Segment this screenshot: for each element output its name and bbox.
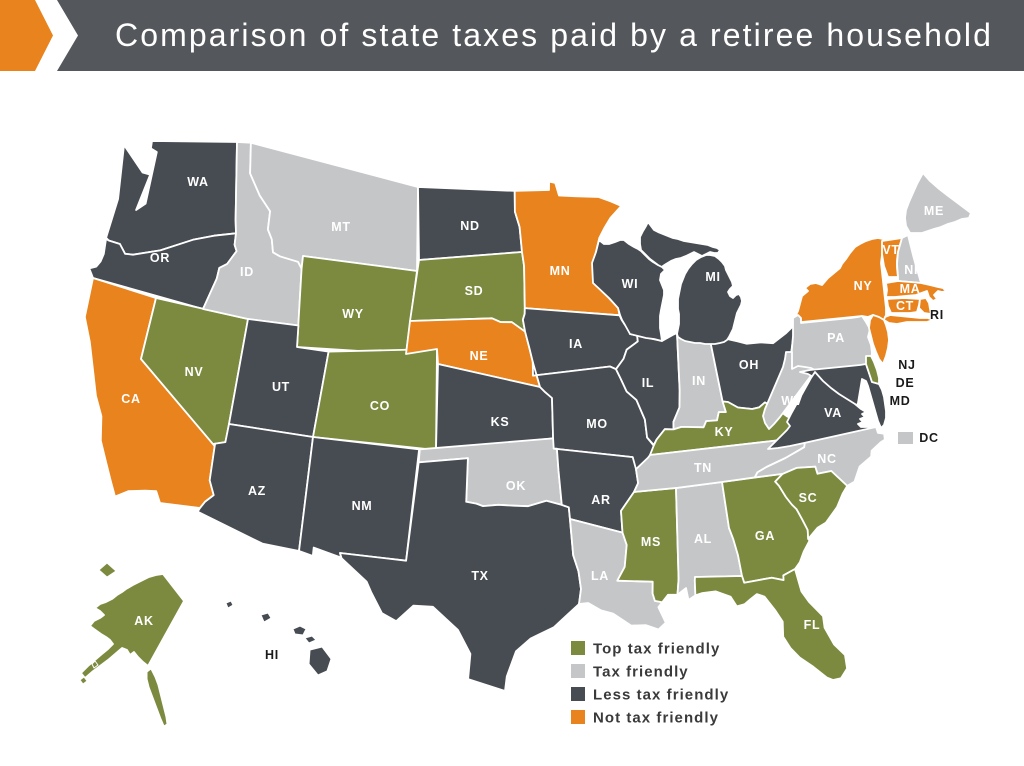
- svg-text:GA: GA: [755, 529, 775, 543]
- svg-text:KS: KS: [491, 415, 510, 429]
- svg-text:ND: ND: [460, 219, 479, 233]
- svg-text:MO: MO: [586, 417, 608, 431]
- svg-text:SD: SD: [465, 284, 484, 298]
- svg-text:AK: AK: [134, 614, 153, 628]
- svg-text:MA: MA: [900, 282, 921, 296]
- svg-text:OR: OR: [150, 251, 170, 265]
- svg-text:ID: ID: [240, 265, 254, 279]
- svg-text:MS: MS: [641, 535, 661, 549]
- svg-text:NC: NC: [817, 452, 836, 466]
- svg-text:DE: DE: [896, 376, 915, 390]
- svg-text:MD: MD: [890, 394, 911, 408]
- svg-text:RI: RI: [930, 308, 944, 322]
- svg-text:OK: OK: [506, 479, 526, 493]
- svg-text:NH: NH: [904, 263, 923, 277]
- svg-text:AR: AR: [591, 493, 610, 507]
- svg-text:TX: TX: [471, 569, 488, 583]
- svg-text:KY: KY: [715, 425, 734, 439]
- svg-text:NJ: NJ: [898, 358, 915, 372]
- svg-text:WY: WY: [342, 307, 364, 321]
- svg-text:NE: NE: [470, 349, 489, 363]
- svg-text:NY: NY: [854, 279, 873, 293]
- svg-text:OH: OH: [739, 358, 759, 372]
- svg-text:IA: IA: [569, 337, 583, 351]
- svg-text:Less tax friendly: Less tax friendly: [593, 687, 729, 704]
- svg-text:TN: TN: [694, 461, 712, 475]
- svg-text:Top tax friendly: Top tax friendly: [593, 641, 720, 658]
- svg-text:IN: IN: [692, 374, 706, 388]
- svg-text:MN: MN: [550, 264, 571, 278]
- svg-text:FL: FL: [804, 618, 821, 632]
- svg-text:Not tax friendly: Not tax friendly: [593, 710, 719, 727]
- svg-text:MI: MI: [705, 270, 720, 284]
- svg-text:SC: SC: [799, 491, 818, 505]
- svg-text:VT: VT: [882, 243, 899, 257]
- svg-text:PA: PA: [827, 331, 845, 345]
- svg-text:WV: WV: [781, 394, 803, 408]
- svg-text:VA: VA: [824, 406, 842, 420]
- svg-text:CT: CT: [896, 299, 914, 313]
- svg-text:CA: CA: [121, 392, 140, 406]
- svg-text:WA: WA: [187, 175, 209, 189]
- svg-text:WI: WI: [622, 277, 639, 291]
- svg-text:AL: AL: [694, 532, 712, 546]
- svg-text:DC: DC: [919, 431, 938, 445]
- svg-text:NV: NV: [185, 365, 204, 379]
- svg-text:LA: LA: [591, 569, 609, 583]
- svg-text:NM: NM: [352, 499, 373, 513]
- svg-text:UT: UT: [272, 380, 290, 394]
- svg-text:ME: ME: [924, 204, 944, 218]
- svg-text:CO: CO: [370, 399, 390, 413]
- svg-text:IL: IL: [642, 376, 655, 390]
- svg-text:Tax friendly: Tax friendly: [593, 664, 689, 681]
- svg-text:AZ: AZ: [248, 484, 266, 498]
- svg-text:MT: MT: [331, 220, 350, 234]
- svg-text:HI: HI: [265, 648, 279, 662]
